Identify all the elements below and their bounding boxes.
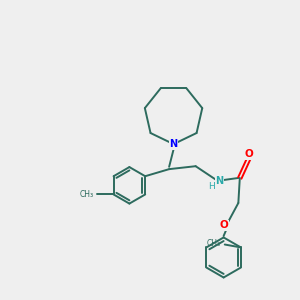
Text: N: N xyxy=(215,176,223,186)
Text: H: H xyxy=(208,182,214,191)
Text: CH₃: CH₃ xyxy=(207,238,221,247)
Text: O: O xyxy=(219,220,228,230)
Text: CH₃: CH₃ xyxy=(80,190,94,199)
Text: O: O xyxy=(244,149,253,159)
Text: N: N xyxy=(169,139,178,149)
